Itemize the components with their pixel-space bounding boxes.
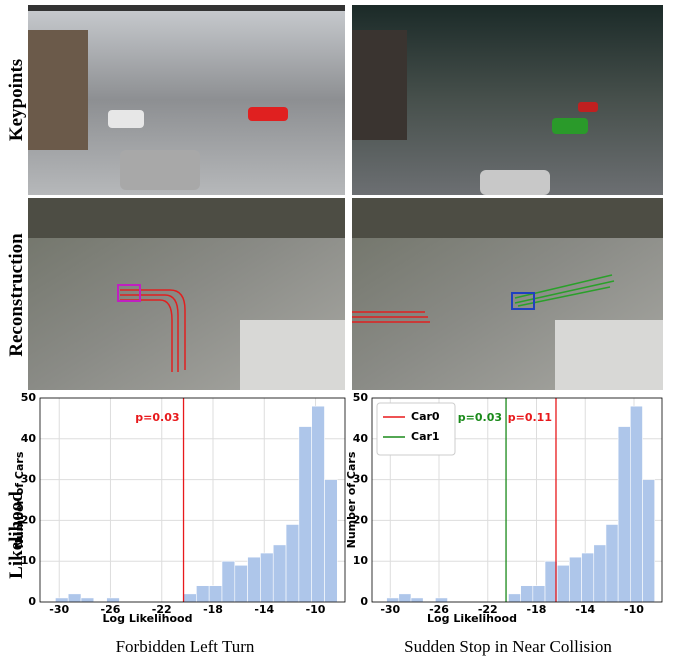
reconstruction-map bbox=[28, 198, 345, 390]
histogram-bar bbox=[260, 553, 273, 602]
histogram-bar bbox=[582, 553, 594, 602]
x-tick-label: -10 bbox=[306, 603, 326, 616]
histogram-bar bbox=[399, 594, 411, 602]
histogram-bar bbox=[299, 427, 312, 602]
x-tick-label: -10 bbox=[624, 603, 644, 616]
y-axis-label: Number of Cars bbox=[13, 451, 26, 548]
x-tick-label: -14 bbox=[254, 603, 274, 616]
y-tick-label: 0 bbox=[360, 595, 368, 608]
histogram-bar bbox=[630, 406, 642, 602]
keypoint-photo bbox=[28, 5, 345, 195]
histogram-bar bbox=[209, 586, 222, 602]
histogram-bar bbox=[618, 427, 630, 602]
histogram-bar bbox=[196, 586, 209, 602]
threshold-label: p=0.03 bbox=[458, 411, 502, 424]
y-tick-label: 40 bbox=[353, 432, 369, 445]
row-label: Reconstruction bbox=[6, 233, 27, 357]
y-tick-label: 50 bbox=[21, 391, 37, 404]
caption: Sudden Stop in Near Collision bbox=[404, 637, 612, 656]
y-tick-label: 0 bbox=[28, 595, 36, 608]
x-tick-label: -14 bbox=[575, 603, 595, 616]
histogram-bar bbox=[387, 598, 399, 602]
y-tick-label: 10 bbox=[21, 554, 37, 567]
y-tick-label: 50 bbox=[353, 391, 369, 404]
x-axis-label: Log Likelihood bbox=[103, 612, 193, 625]
histogram-bar bbox=[324, 480, 337, 602]
row-label: Keypoints bbox=[6, 59, 27, 141]
histogram-bar bbox=[235, 565, 248, 602]
histogram-bar bbox=[81, 598, 94, 602]
figure: Keypoints Reconstruction Likelihood Forb… bbox=[0, 0, 681, 663]
x-tick-label: -30 bbox=[49, 603, 69, 616]
histogram-bar bbox=[248, 557, 261, 602]
y-axis-label: Number of Cars bbox=[345, 451, 358, 548]
histogram-bar bbox=[184, 594, 197, 602]
x-tick-label: -18 bbox=[203, 603, 223, 616]
histogram-bar bbox=[273, 545, 286, 602]
threshold-label: p=0.11 bbox=[508, 411, 552, 424]
histogram-bar bbox=[594, 545, 606, 602]
keypoint-photo bbox=[352, 5, 663, 195]
histogram-bar bbox=[606, 524, 618, 602]
histogram-bar bbox=[643, 480, 655, 602]
histogram-bar bbox=[222, 561, 235, 602]
histogram-bar bbox=[521, 586, 533, 602]
x-tick-label: -18 bbox=[527, 603, 547, 616]
legend-label: Car0 bbox=[411, 410, 440, 423]
histogram-bar bbox=[435, 598, 447, 602]
threshold-label: p=0.03 bbox=[135, 411, 179, 424]
histogram-bar bbox=[569, 557, 581, 602]
histogram-bar bbox=[411, 598, 423, 602]
legend-label: Car1 bbox=[411, 430, 440, 443]
caption: Forbidden Left Turn bbox=[116, 637, 255, 656]
histogram-bar bbox=[55, 598, 68, 602]
histogram-bar bbox=[533, 586, 545, 602]
reconstruction-map bbox=[352, 198, 663, 390]
x-axis-label: Log Likelihood bbox=[427, 612, 517, 625]
y-tick-label: 10 bbox=[353, 554, 369, 567]
histogram-bar bbox=[508, 594, 520, 602]
histogram-bar bbox=[107, 598, 120, 602]
histogram-bar bbox=[557, 565, 569, 602]
y-tick-label: 40 bbox=[21, 432, 37, 445]
histogram-bar bbox=[286, 524, 299, 602]
histogram-bar bbox=[68, 594, 81, 602]
histogram-bar bbox=[312, 406, 325, 602]
x-tick-label: -30 bbox=[380, 603, 400, 616]
